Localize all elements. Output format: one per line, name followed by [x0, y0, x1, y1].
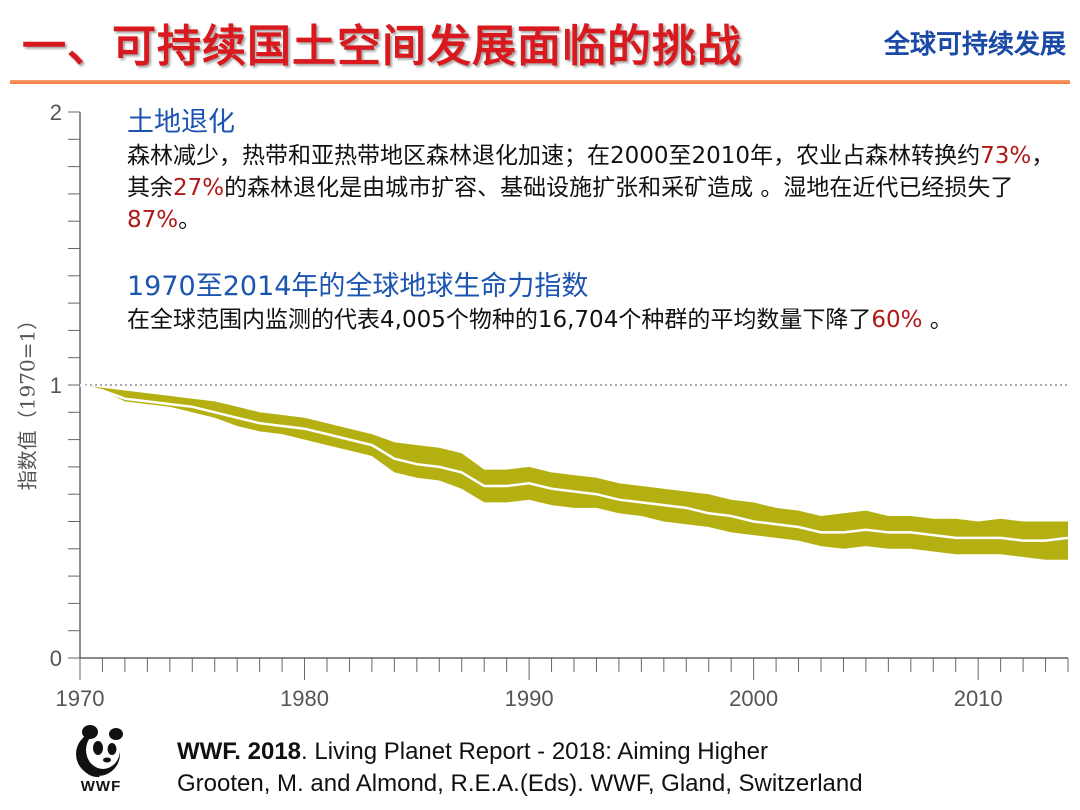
land-degradation-body: 森林减少，热带和亚热带地区森林退化加速；在2000至2010年，农业占森林转换约…: [127, 140, 1057, 236]
panda-icon: [76, 725, 123, 778]
wwf-logo-text: WWF: [80, 778, 122, 795]
lpi-body-seg-2: 。: [922, 307, 953, 333]
source-line-1-rest: . Living Planet Report - 2018: Aiming Hi…: [301, 738, 768, 765]
y-tick-label-0: 0: [50, 646, 62, 671]
land-body-seg-2: ，其余: [127, 143, 1055, 201]
lpi-body-seg-0: 在全球范围内监测的代表4,005个物种的16,704个种群的平均数量下降了: [127, 307, 872, 333]
lpi-heading: 1970至2014年的全球地球生命力指数: [127, 271, 589, 302]
slide-title: 一、可持续国土空间发展面临的挑战: [22, 21, 742, 72]
x-tick-label-2010: 2010: [954, 686, 1003, 711]
land-body-seg-4: 的森林退化是由城市扩容、基础设施扩张和采矿造成 。湿地在近代已经损失了: [224, 175, 1014, 201]
source-line-1: WWF. 2018. Living Planet Report - 2018: …: [177, 736, 863, 768]
land-degradation-block: 土地退化 森林减少，热带和亚热带地区森林退化加速；在2000至2010年，农业占…: [127, 106, 1057, 236]
source-bold: WWF. 2018: [177, 738, 302, 765]
land-body-seg-6: 。: [178, 207, 202, 233]
confidence-band: [80, 385, 1068, 560]
land-body-seg-3: 27%: [173, 175, 225, 201]
slide-tag: 全球可持续发展: [883, 30, 1066, 60]
land-body-seg-5: 87%: [127, 207, 179, 233]
source-citation: WWF. 2018. Living Planet Report - 2018: …: [177, 736, 863, 800]
source-line-2: Grooten, M. and Almond, R.E.A.(Eds). WWF…: [177, 770, 863, 797]
lpi-body: 在全球范围内监测的代表4,005个物种的16,704个种群的平均数量下降了60%…: [127, 304, 1057, 336]
lpi-block: 1970至2014年的全球地球生命力指数 在全球范围内监测的代表4,005个物种…: [127, 270, 1057, 336]
x-tick-label-1980: 1980: [280, 686, 329, 711]
y-axis-label-wrap: 指数值（1970=1）: [6, 290, 46, 510]
index-line: [79, 383, 1069, 542]
land-degradation-heading: 土地退化: [127, 107, 235, 138]
y-tick-label-2: 2: [50, 100, 62, 125]
x-tick-label-1990: 1990: [505, 686, 554, 711]
title-divider: [10, 80, 1070, 84]
y-axis-label: 指数值（1970=1）: [15, 309, 40, 491]
lpi-body-seg-1: 60%: [871, 307, 923, 333]
y-tick-label-1: 1: [50, 373, 62, 398]
x-tick-label-2000: 2000: [729, 686, 778, 711]
x-tick-label-1970: 1970: [56, 686, 105, 711]
land-body-seg-0: 森林减少，热带和亚热带地区森林退化加速；在2000至2010年，农业占森林转换约: [127, 143, 981, 169]
land-body-seg-1: 73%: [980, 143, 1032, 169]
